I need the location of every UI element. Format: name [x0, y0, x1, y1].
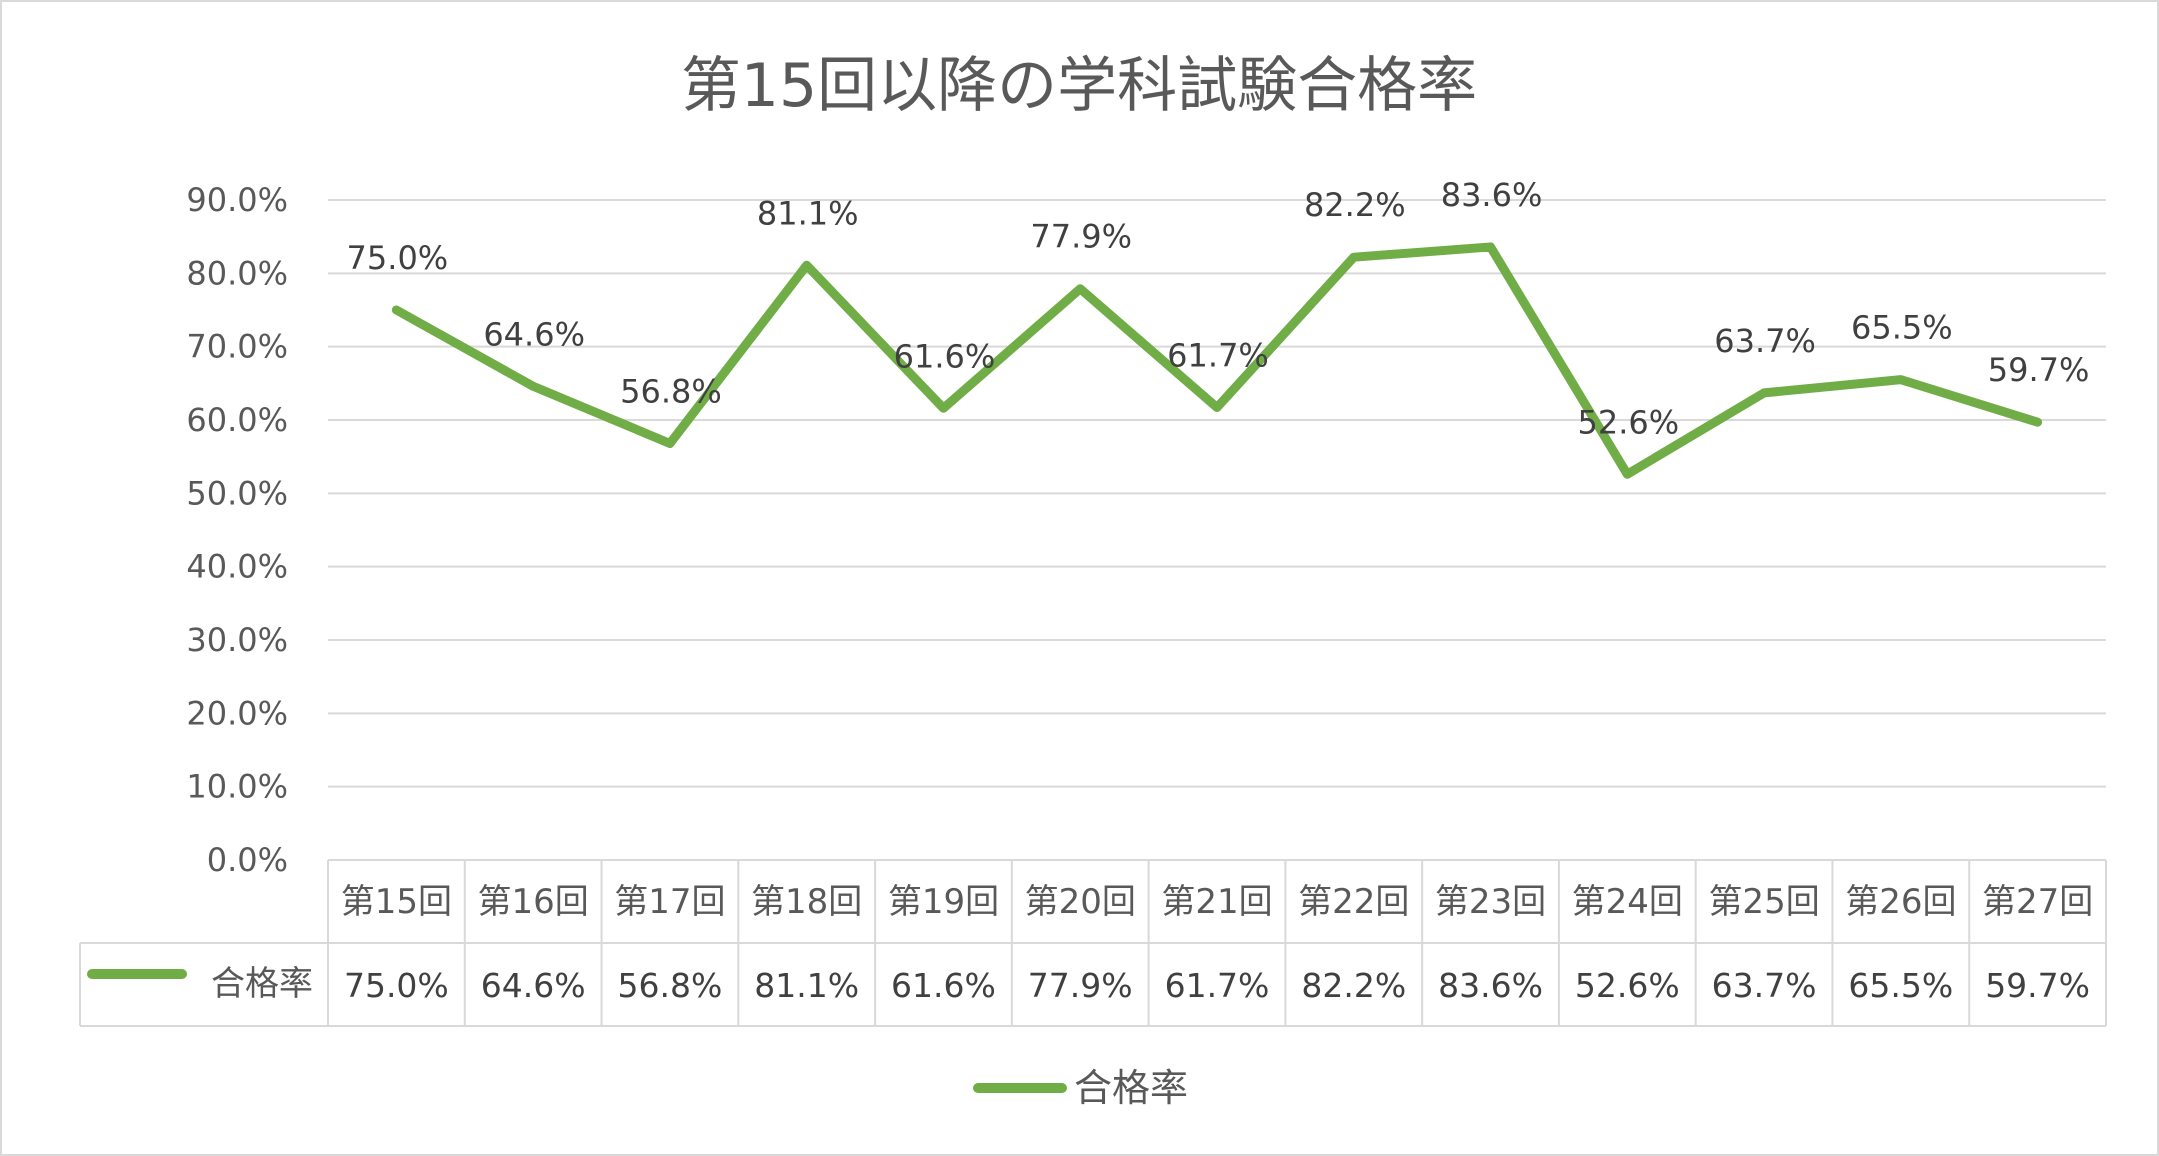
data-label: 61.6% [894, 337, 996, 375]
table-series-name: 合格率 [211, 964, 313, 1004]
y-tick-label: 0.0% [207, 841, 288, 879]
table-value-cell: 81.1% [754, 966, 859, 1005]
category-label: 第23回 [1435, 882, 1546, 922]
category-label: 第27回 [1982, 882, 2093, 922]
table-value-cell: 52.6% [1575, 966, 1680, 1005]
category-label: 第22回 [1298, 882, 1409, 922]
data-label: 77.9% [1030, 218, 1132, 256]
data-label: 63.7% [1714, 322, 1816, 360]
table-value-cell: 61.6% [891, 966, 996, 1005]
y-tick-label: 10.0% [186, 768, 288, 806]
data-label: 64.6% [483, 315, 585, 353]
table-value-cell: 83.6% [1438, 966, 1543, 1005]
gridlines [328, 199, 2106, 788]
category-label: 第21回 [1161, 882, 1272, 922]
table-value-cell: 75.0% [344, 966, 449, 1005]
category-label: 第25回 [1708, 882, 1819, 922]
table-value-cell: 61.7% [1165, 966, 1270, 1005]
category-label: 第18回 [751, 882, 862, 922]
data-labels: 75.0% 64.6% 56.8% 81.1% 61.6% 77.9% 61.7% 82.2%… [347, 176, 2090, 441]
category-label: 第17回 [614, 882, 725, 922]
y-tick-label: 80.0% [186, 254, 288, 292]
y-tick-label: 60.0% [186, 401, 288, 439]
table-value-cell: 77.9% [1028, 966, 1133, 1005]
data-label: 65.5% [1851, 309, 1953, 347]
y-tick-label: 20.0% [186, 694, 288, 732]
table-value-cell: 64.6% [481, 966, 586, 1005]
data-label: 61.7% [1167, 337, 1269, 375]
y-tick-label: 30.0% [186, 621, 288, 659]
table-value-cell: 59.7% [1985, 966, 2090, 1005]
table-value-cell: 82.2% [1301, 966, 1406, 1005]
legend: 合格率 [973, 1066, 1188, 1110]
series-line [391, 242, 2043, 479]
category-label: 第20回 [1025, 882, 1136, 922]
category-label: 第26回 [1845, 882, 1956, 922]
data-label: 52.6% [1577, 403, 1679, 441]
data-label: 82.2% [1304, 186, 1406, 224]
y-tick-label: 90.0% [186, 181, 288, 219]
chart-title: 第15回以降の学科試験合格率 [681, 51, 1477, 121]
data-label: 75.0% [347, 239, 449, 277]
data-label: 83.6% [1441, 176, 1543, 214]
series-line-group [391, 242, 2043, 479]
legend-label: 合格率 [1074, 1066, 1188, 1110]
y-axis-tick-labels: 0.0% 10.0% 20.0% 30.0% 40.0% 50.0% 60.0% 70.0% 8… [186, 181, 288, 879]
category-label: 第16回 [478, 882, 589, 922]
table-value-cell: 65.5% [1848, 966, 1953, 1005]
y-tick-label: 70.0% [186, 328, 288, 366]
data-label: 56.8% [620, 372, 722, 410]
category-label: 第15回 [341, 882, 452, 922]
data-table: 第15回 75.0% 第16回 64.6% 第17回 56.8% 第18回 81.1% 第19回… [79, 859, 2107, 1027]
y-tick-label: 40.0% [186, 548, 288, 586]
y-tick-label: 50.0% [186, 474, 288, 512]
table-value-cell: 56.8% [618, 966, 723, 1005]
data-label: 81.1% [757, 194, 859, 232]
data-label: 59.7% [1988, 351, 2090, 389]
category-label: 第19回 [888, 882, 999, 922]
category-label: 第24回 [1572, 882, 1683, 922]
table-value-cell: 63.7% [1712, 966, 1817, 1005]
